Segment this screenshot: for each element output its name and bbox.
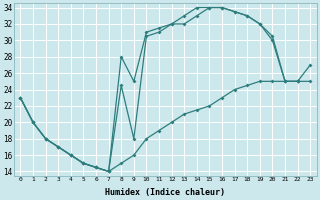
X-axis label: Humidex (Indice chaleur): Humidex (Indice chaleur)	[105, 188, 225, 197]
